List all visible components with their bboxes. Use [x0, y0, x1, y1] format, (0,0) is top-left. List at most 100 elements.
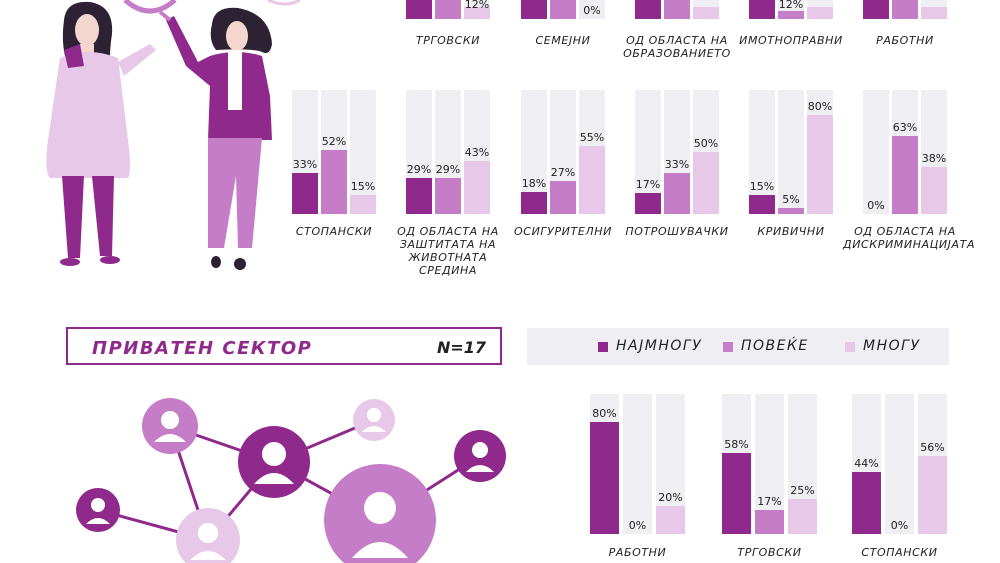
category-label: РАБОТНИ [570, 546, 705, 559]
data-label: 29% [406, 163, 432, 177]
data-label: 25% [790, 484, 815, 497]
bar [664, 173, 690, 214]
bar [722, 452, 751, 534]
category-label: ОД ОБЛАСТА НА ДИСКРИМИНАЦИЈАТА [843, 225, 974, 251]
bar-track [885, 394, 914, 534]
data-label: 55% [579, 130, 605, 144]
bar [693, 152, 719, 214]
legend-swatch-mnogu [845, 342, 855, 352]
bar [921, 7, 947, 19]
category-label-line: ИМОТНОПРАВНИ [739, 34, 843, 47]
category-label-line: РАБОТНИ [876, 34, 934, 47]
data-label: 18% [521, 176, 547, 190]
bar [590, 422, 619, 534]
data-label: 50% [693, 137, 719, 150]
data-label: 17% [635, 177, 661, 191]
legend-label-najmnogu: НАЈМНОГУ [616, 338, 703, 354]
category-label-line: ОСИГУРИТЕЛНИ [514, 225, 612, 238]
data-label: 27% [550, 165, 576, 179]
data-label: 33% [664, 158, 690, 172]
person-node-icon [324, 464, 436, 563]
data-label: 12% [778, 0, 804, 11]
bar [550, 0, 576, 19]
category-label: КРИВИЧНИ [729, 225, 853, 238]
data-label: 44% [854, 457, 879, 471]
data-label: 20% [658, 491, 683, 504]
data-label: 0% [583, 4, 601, 17]
person-node-icon [76, 488, 120, 532]
data-label: 63% [892, 120, 918, 134]
data-label: 15% [350, 180, 376, 194]
bar [635, 0, 661, 19]
category-label-line: ТРГОВСКИ [415, 34, 481, 47]
category-label: ОД ОБЛАСТА НА ЗАШТИТАТА НА ЖИВОТНАТА СРЕДИН… [386, 225, 510, 277]
category-label-line: ОД ОБЛАСТА НА [397, 225, 499, 238]
bar [921, 166, 947, 214]
category-label-line: СРЕДИНА [418, 264, 478, 277]
sector-title-box: ПРИВАТЕН СЕКТОР N=17 [66, 327, 502, 365]
person-node-icon [142, 398, 198, 454]
category-label: СТОПАНСКИ [832, 546, 967, 559]
bar [579, 145, 605, 214]
category-label-line: СТОПАНСКИ [295, 225, 373, 238]
bar [435, 0, 461, 19]
category-label: СЕМЕЈНИ [501, 34, 625, 47]
bar [664, 0, 690, 19]
bar [755, 510, 784, 534]
data-label: 56% [920, 440, 945, 454]
bar [464, 160, 490, 214]
data-label: 0% [867, 199, 885, 212]
sample-size: N=17 [436, 338, 486, 357]
bar [807, 7, 833, 19]
bar [778, 207, 804, 214]
data-label: 12% [464, 0, 490, 11]
data-label: 29% [435, 163, 461, 177]
category-label: ОСИГУРИТЕЛНИ [501, 225, 625, 238]
data-label: 15% [749, 180, 775, 194]
data-label: 80% [592, 407, 617, 420]
category-label: ТРГОВСКИ [702, 546, 837, 559]
data-label: 38% [921, 151, 947, 165]
bar [435, 178, 461, 214]
category-label-line: ПОТРОШУВАЧКИ [625, 225, 729, 238]
bar [292, 173, 318, 214]
person-node-icon [238, 426, 310, 498]
network-illustration [76, 398, 506, 563]
category-label: ТРГОВСКИ [386, 34, 510, 47]
bar [521, 0, 547, 19]
category-label: ПОТРОШУВАЧКИ [615, 225, 739, 238]
category-label-line: ЗАШТИТАТА НА [399, 238, 497, 251]
bar [693, 7, 719, 19]
bar [406, 178, 432, 214]
bar [350, 195, 376, 214]
bar-track [579, 0, 605, 19]
category-label: РАБОТНИ [843, 34, 967, 47]
category-label-line: РАБОТНИ [608, 546, 667, 559]
category-label-line: СЕМЕЈНИ [535, 34, 591, 47]
category-label-line: ЖИВОТНАТА [408, 251, 488, 264]
person-node-icon [353, 399, 395, 441]
bar [852, 472, 881, 534]
data-label: 52% [321, 134, 347, 148]
category-label-line: ОД ОБЛАСТА НА [854, 225, 956, 238]
bar-track [623, 394, 652, 534]
bar [807, 114, 833, 214]
data-label: 80% [807, 99, 833, 113]
bar [321, 149, 347, 214]
person-node-icon [176, 508, 240, 563]
data-label: 5% [782, 192, 800, 206]
data-label: 33% [292, 158, 318, 172]
bar [656, 506, 685, 534]
bar-track [778, 90, 804, 214]
bar [749, 195, 775, 214]
bar [749, 0, 775, 19]
bar [406, 0, 432, 19]
data-label: 58% [724, 437, 749, 451]
sector-title: ПРИВАТЕН СЕКТОР [92, 338, 313, 359]
bar [778, 11, 804, 19]
bar [892, 0, 918, 19]
bar [550, 180, 576, 214]
category-label-line: СТОПАНСКИ [861, 546, 938, 559]
bar [521, 191, 547, 214]
bar [635, 192, 661, 214]
